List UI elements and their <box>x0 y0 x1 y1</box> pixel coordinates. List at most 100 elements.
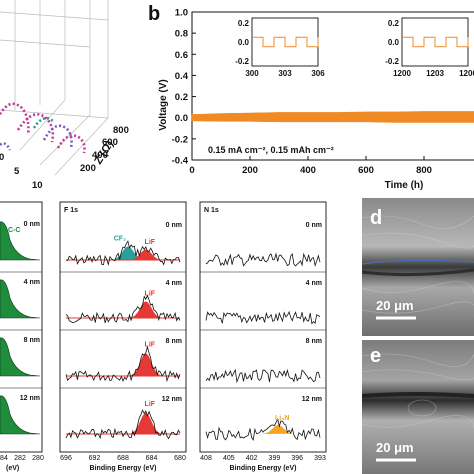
e-letter: e <box>370 345 381 367</box>
b-annotation: 0.15 mA cm⁻², 0.15 mAh cm⁻² <box>208 145 334 155</box>
depth-label: 12 nm <box>302 396 322 403</box>
b-ytick-label: 0.4 <box>175 71 189 82</box>
a-tick-z-200: 200 <box>80 163 96 174</box>
panel-b-voltage-chart: b Voltage (V) 1.0 0.8 0.6 0.4 0.2 0.0 -0.2 -0.4… <box>148 3 474 191</box>
a-tick-z-800: 800 <box>113 125 129 136</box>
b-plot-frame <box>191 11 474 161</box>
inset-xtick-label: 300 <box>245 69 259 78</box>
panel-a-box-grid <box>0 0 109 176</box>
d-sem-background <box>362 198 474 336</box>
depth-label: 8 nm <box>306 338 322 345</box>
n1s-xtick-label: 408 <box>200 455 212 462</box>
f1s-xtick-label: 680 <box>174 455 186 462</box>
c1s-depth-label: 8 nm <box>24 337 40 344</box>
panel-n1s-spectra: N 1s 0 nm 4 nm 8 nm 12 nm Li₃N 408 405 402 399 3… <box>199 201 327 472</box>
panel-e-sem-image: e 20 μm <box>362 340 474 474</box>
c1s-depth-label: 4 nm <box>24 279 40 286</box>
n1s-xtick-label: 402 <box>246 455 258 462</box>
c-spectra-stack: 0 nm 4 nm 8 nm 12 nm C-C 284 282 280 (eV) <box>0 201 44 472</box>
peak-fill <box>262 425 295 434</box>
spectrum-row: 4 nm LiF <box>60 271 186 324</box>
depth-label: 0 nm <box>166 222 182 229</box>
b-xtick-label: 400 <box>300 165 316 176</box>
b-x-ticks: 020040060080010 <box>189 156 432 176</box>
inset-xtick-label: 1203 <box>426 69 444 78</box>
eis-curve-1 <box>0 102 30 136</box>
eis-curve-5 <box>56 134 86 154</box>
f1s-title: F 1s <box>64 207 78 214</box>
b-inset-2: 0.2 0.0 -0.2 1200 1203 1206 <box>385 17 474 78</box>
f1s-x-ticks: 696 692 688 684 680 <box>60 455 186 462</box>
inset-xtick-label: 303 <box>278 69 292 78</box>
n1s-xtick-label: 396 <box>291 455 303 462</box>
inset-ytick-label: 0.0 <box>238 38 250 47</box>
c1s-peak-fill <box>0 279 41 319</box>
spectrum-line <box>65 294 181 324</box>
c1s-peak-label: C-C <box>8 227 20 234</box>
e-scale-label: 20 μm <box>376 440 414 455</box>
spectrum-row: 8 nm LiF <box>60 329 186 383</box>
c1s-xlabel: (eV) <box>6 465 19 472</box>
c1s-xtick-label: 282 <box>14 455 26 462</box>
c1s-peak-fill <box>0 395 41 435</box>
b-inset-1: 0.2 0.0 -0.2 300 303 306 <box>235 17 325 78</box>
b-xtick-label: 200 <box>242 165 258 176</box>
panel-f1s-spectra: F 1s 0 nm CF₂ LiF 4 nm LiF 8 nm LiF 12 nm LiF 69… <box>59 201 187 472</box>
panel-a-curves <box>0 102 86 154</box>
f1s-xlabel: Binding Energy (eV) <box>90 465 157 472</box>
f1s-xtick-label: 696 <box>60 455 72 462</box>
n1s-xtick-label: 393 <box>314 455 326 462</box>
c1s-xtick-label: 284 <box>0 455 8 462</box>
inset-xtick-label: 1200 <box>393 69 411 78</box>
b-xtick-label: 800 <box>416 165 432 176</box>
spectrum-line <box>205 368 321 384</box>
inset-ytick-label: 0.2 <box>238 19 250 28</box>
spectrum-row: 0 nm CF₂ LiF <box>65 222 182 267</box>
e-sem-background <box>362 340 474 474</box>
inset-square-wave <box>252 36 319 48</box>
b-ytick-label: 0.0 <box>175 113 188 124</box>
inset-ytick-label: 0.0 <box>388 38 400 47</box>
peak-fill <box>129 413 162 434</box>
f1s-spectra-stack: 0 nm CF₂ LiF 4 nm LiF 8 nm LiF 12 nm LiF <box>60 222 186 440</box>
spectrum-row: 0 nm <box>205 222 322 267</box>
inset-ytick-label: -0.2 <box>385 57 399 66</box>
b-ytick-label: 0.2 <box>175 92 188 103</box>
peak-label: Li₃N <box>275 415 290 422</box>
peak-fill <box>129 249 162 260</box>
inset-xtick-label: 1206 <box>459 69 474 78</box>
n1s-xlabel: Binding Energy (eV) <box>230 465 297 472</box>
depth-label: 4 nm <box>306 280 322 287</box>
eis-curve-6 <box>0 142 12 151</box>
n1s-xtick-label: 405 <box>223 455 235 462</box>
spectrum-row: 4 nm <box>200 271 326 325</box>
b-ytick-label: -0.4 <box>172 156 189 167</box>
inset-xtick-label: 306 <box>311 69 325 78</box>
f1s-frame <box>59 201 187 453</box>
c1s-depth-label: 0 nm <box>24 221 40 228</box>
eis-curve-3 <box>32 116 55 129</box>
c1s-peak-fill <box>0 337 41 377</box>
n1s-frame <box>199 201 327 453</box>
n1s-title: N 1s <box>204 207 219 214</box>
peak-label: LiF <box>145 342 156 349</box>
c1s-frame <box>0 201 43 453</box>
e-seam-line <box>362 392 474 398</box>
c1s-peak-fill <box>0 221 41 261</box>
inset-square-wave <box>402 36 469 48</box>
panel-b-letter: b <box>148 3 160 25</box>
peak-label: LiF <box>145 239 156 246</box>
a-tick-z-600: 600 <box>102 137 118 148</box>
peak-fill <box>129 353 162 376</box>
d-letter: d <box>370 207 382 229</box>
c1s-xtick-label: 280 <box>32 455 44 462</box>
c1s-depth-label: 12 nm <box>20 395 40 402</box>
a-tick-x-5: 5 <box>14 166 20 177</box>
f1s-xtick-label: 688 <box>117 455 129 462</box>
spectrum-line <box>205 310 321 325</box>
spectrum-row: 8 nm <box>200 329 326 384</box>
eis-curve-2 <box>16 113 55 143</box>
spectrum-line <box>65 240 181 267</box>
n1s-x-ticks: 408 405 402 399 396 393 <box>200 455 326 462</box>
b-voltage-band <box>191 111 474 123</box>
